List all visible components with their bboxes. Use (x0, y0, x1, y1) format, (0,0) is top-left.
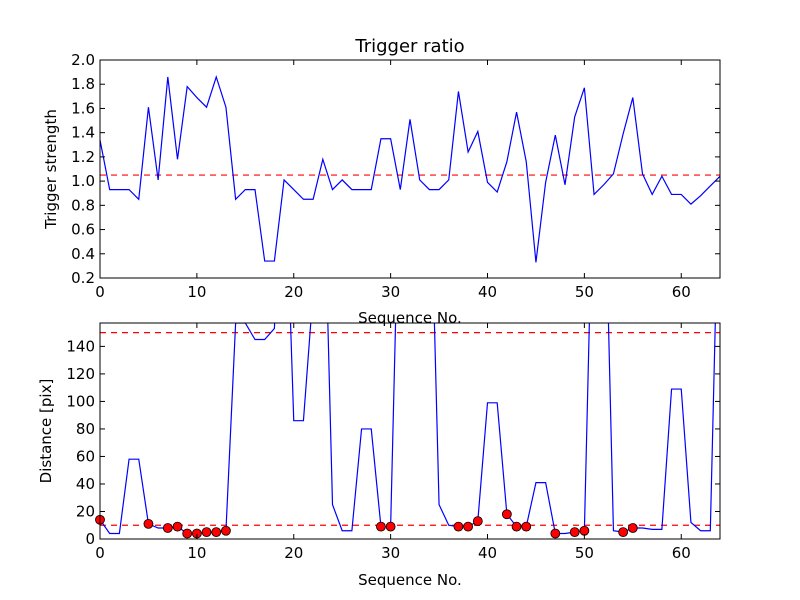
x-axis-label-top: Sequence No. (358, 309, 462, 327)
axes-frame-top (99, 59, 721, 279)
y-tick-label: 2.0 (71, 51, 95, 69)
y-tick-label: 100 (66, 392, 95, 410)
x-tick-label: 0 (95, 544, 105, 562)
y-axis-label-bottom: Distance [pix] (37, 379, 55, 484)
y-tick-label: 0.4 (71, 245, 95, 263)
x-tick-label: 50 (575, 544, 594, 562)
data-point-marker (521, 521, 532, 532)
x-tick-label: 40 (478, 544, 497, 562)
y-tick-label: 20 (76, 502, 95, 520)
x-tick-label: 30 (381, 283, 400, 301)
y-tick-label: 1.6 (71, 99, 95, 117)
y-tick-label: 80 (76, 420, 95, 438)
distance-panel: 0 10 20 30 40 50 60 0 20 40 60 80 100 120 140 (66, 322, 721, 562)
x-tick-label: 50 (575, 283, 594, 301)
data-point-marker (221, 525, 231, 536)
data-point-marker (618, 527, 629, 538)
y-tick-label: 0.8 (71, 196, 95, 214)
x-tick-label: 20 (284, 544, 303, 562)
trigger-ratio-panel: 0 10 20 30 40 50 60 0.2 0.4 0.6 0.8 1.0 1.2 1.4 1.6 1.8… (71, 51, 721, 301)
y-tick-label: 140 (66, 337, 95, 355)
data-point-marker (550, 528, 561, 539)
y-tick-label: 1.0 (71, 172, 95, 190)
y-tick-label: 40 (76, 475, 95, 493)
data-point-marker (211, 527, 222, 538)
data-point-marker (201, 527, 212, 538)
data-point-marker (182, 528, 193, 539)
x-tick-label: 60 (672, 544, 691, 562)
data-point-marker (162, 523, 173, 533)
series-line-top-0 (100, 74, 720, 263)
data-point-marker (463, 521, 474, 532)
y-tick-label: 1.8 (71, 75, 95, 93)
data-point-marker (385, 521, 396, 532)
y-tick-label: 120 (66, 365, 95, 383)
data-point-marker (511, 521, 522, 532)
y-axis-label-top: Trigger strength (42, 109, 60, 230)
data-point-marker (143, 518, 154, 529)
data-point-marker (472, 516, 483, 527)
axes-frame-bottom (99, 322, 721, 540)
series-line-bottom-0 (100, 323, 716, 535)
data-point-marker (453, 521, 464, 532)
x-tick-label: 10 (187, 283, 206, 301)
data-point-marker (376, 521, 386, 532)
x-tick-label: 30 (381, 544, 400, 562)
data-point-marker (569, 527, 580, 538)
chart-title-top: Trigger ratio (354, 36, 464, 57)
y-tick-label: 60 (76, 447, 95, 465)
x-tick-label: 10 (187, 544, 206, 562)
x-tick-label: 60 (672, 283, 691, 301)
y-tick-label: 0.6 (71, 221, 95, 239)
y-tick-label: 0.2 (71, 269, 95, 287)
x-tick-label: 0 (95, 283, 105, 301)
y-tick-label: 1.4 (71, 124, 95, 142)
y-tick-label: 0 (85, 530, 95, 548)
y-tick-label: 1.2 (71, 148, 95, 166)
data-point-marker (627, 523, 638, 533)
x-tick-label: 40 (478, 283, 497, 301)
x-axis-label-bottom: Sequence No. (358, 571, 462, 589)
data-point-marker (172, 521, 183, 532)
data-point-marker (501, 509, 512, 520)
x-tick-label: 20 (284, 283, 303, 301)
data-point-marker (579, 525, 590, 536)
